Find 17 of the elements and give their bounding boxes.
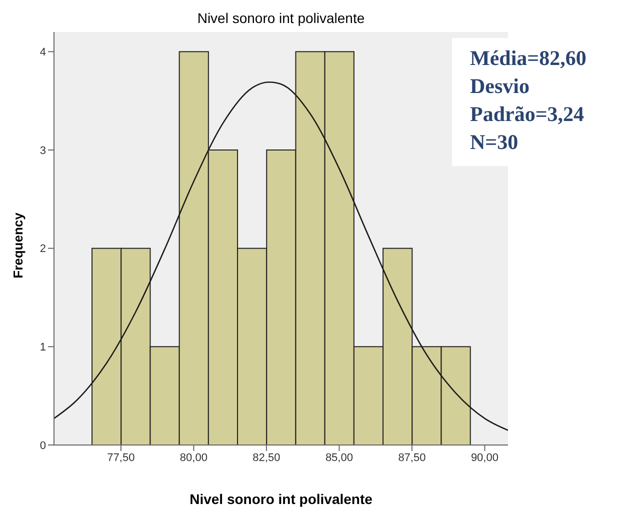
x-tick-label: 90,00 [470,452,498,464]
y-axis-title: Frequency [10,212,26,280]
x-tick-label: 82,50 [252,452,280,464]
y-tick-label: 1 [40,342,46,354]
y-tick-label: 0 [40,440,46,452]
annotation: Média=82,60 [470,45,588,72]
annotation: N=30 [470,129,520,156]
y-tick-label: 2 [40,243,46,256]
annotation: Desvio Padrão=3,24 [470,73,586,128]
x-tick-label: 87,50 [398,452,426,464]
x-tick-label: 85,00 [325,452,353,464]
x-axis-title: Nivel sonoro int polivalente [188,491,374,507]
x-tick-label: 80,00 [180,452,208,464]
x-tick-label: 77,50 [107,452,135,464]
chart-title: Nivel sonoro int polivalente [196,10,366,26]
y-tick-label: 4 [40,46,46,59]
y-tick-label: 3 [40,144,46,157]
